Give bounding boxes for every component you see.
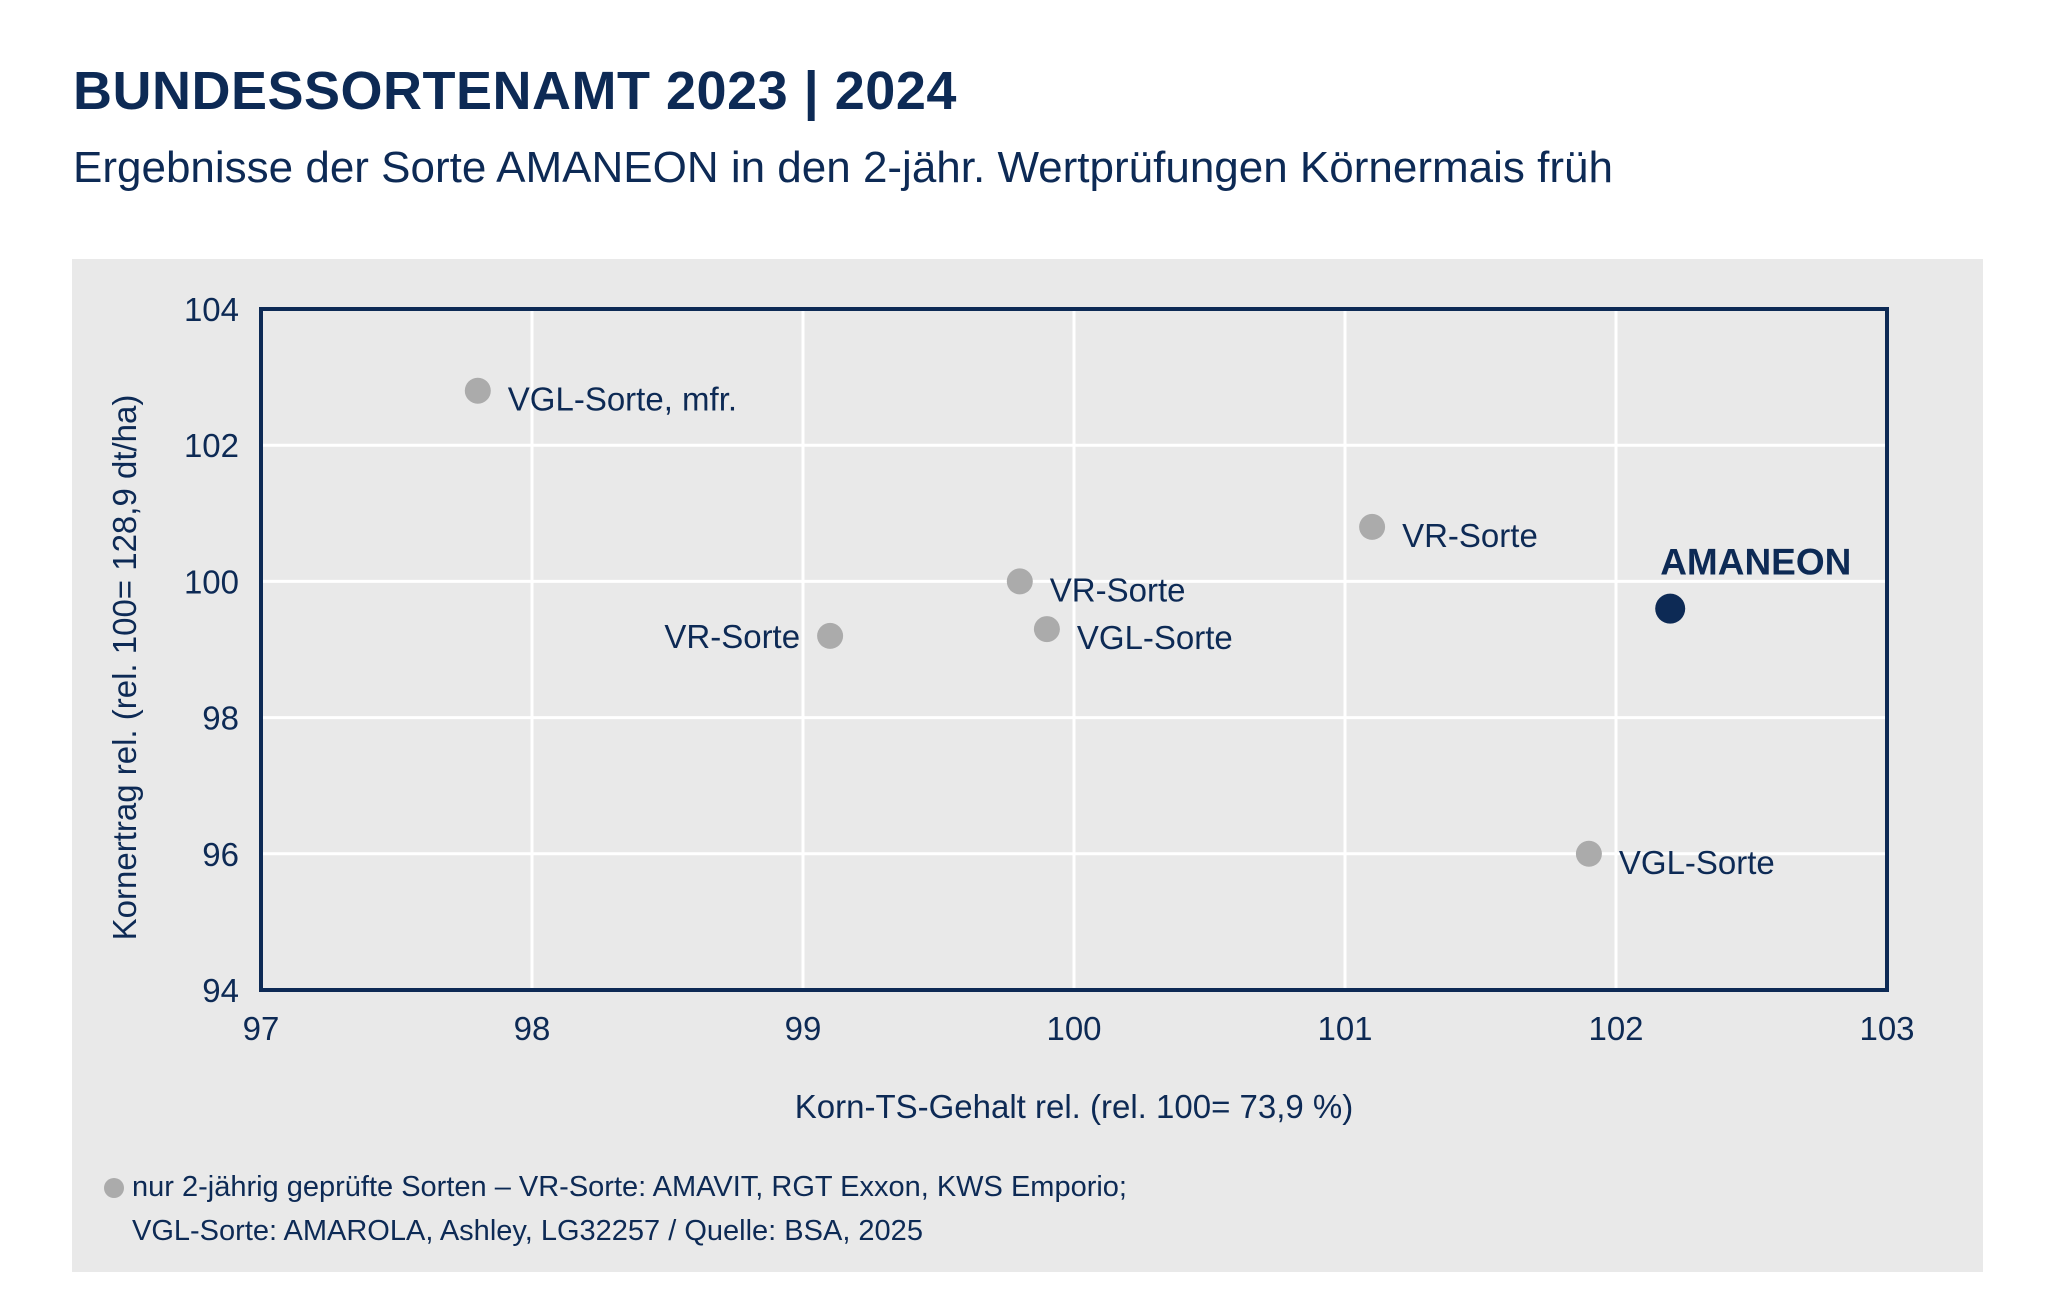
footnote-line-2: VGL-Sorte: AMAROLA, Ashley, LG32257 / Qu… [132, 1215, 923, 1247]
chart-title: BUNDESSORTENAMT 2023 | 2024 [73, 61, 957, 121]
y-tick-label: 98 [202, 700, 239, 737]
data-point [1033, 616, 1060, 643]
highlight-point [1655, 593, 1686, 624]
y-tick-label: 104 [184, 291, 239, 328]
point-label: VGL-Sorte, mfr. [508, 381, 737, 418]
x-tick-label: 99 [785, 1010, 822, 1047]
footnote-text-1: nur 2-jährig geprüfte Sorten – VR-Sorte:… [132, 1171, 1127, 1203]
x-tick-label: 102 [1588, 1010, 1643, 1047]
y-axis-label: Kornertrag rel. (rel. 100= 128,9 dt/ha) [106, 395, 143, 941]
x-tick-label: 101 [1317, 1010, 1372, 1047]
x-axis-label: Korn-TS-Gehalt rel. (rel. 100= 73,9 %) [795, 1088, 1354, 1125]
x-tick-label: 103 [1859, 1010, 1914, 1047]
point-label: VGL-Sorte [1619, 844, 1775, 881]
data-point [464, 377, 491, 404]
y-tick-label: 96 [202, 836, 239, 873]
legend-dot-icon [104, 1178, 124, 1198]
x-tick-label: 98 [514, 1010, 551, 1047]
highlight-label: AMANEON [1660, 542, 1851, 583]
chart-panel [72, 259, 1983, 1272]
chart-subtitle: Ergebnisse der Sorte AMANEON in den 2-jä… [73, 143, 1613, 192]
plot-frame [259, 307, 1889, 992]
data-point [1359, 513, 1386, 540]
point-label: VR-Sorte [1050, 571, 1186, 608]
data-point [817, 622, 844, 649]
y-tick-label: 94 [202, 972, 239, 1009]
footnote: nur 2-jährig geprüfte Sorten – VR-Sorte:… [104, 1165, 1404, 1253]
y-tick-label: 100 [184, 563, 239, 600]
footnote-line-1: nur 2-jährig geprüfte Sorten – VR-Sorte:… [104, 1165, 1404, 1209]
data-point [1006, 568, 1033, 595]
data-point [1575, 840, 1602, 867]
x-tick-label: 97 [243, 1010, 280, 1047]
x-tick-label: 100 [1046, 1010, 1101, 1047]
point-label: VR-Sorte [664, 618, 800, 655]
point-label: VR-Sorte [1402, 517, 1538, 554]
y-tick-label: 102 [184, 427, 239, 464]
point-label: VGL-Sorte [1077, 619, 1233, 656]
